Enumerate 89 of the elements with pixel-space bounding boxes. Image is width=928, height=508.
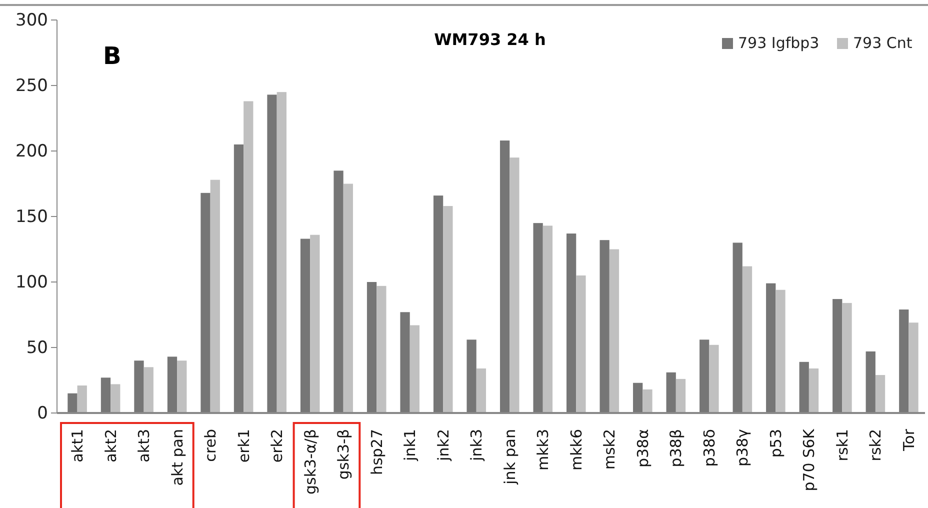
bar	[234, 144, 244, 413]
x-tick-label: jnk pan	[500, 429, 519, 486]
bar	[476, 368, 486, 413]
x-tick-label: akt pan	[168, 429, 186, 486]
x-tick-label: mkk6	[567, 429, 586, 471]
x-tick-label: p38α	[634, 428, 652, 468]
x-tick-label: erk2	[268, 429, 286, 463]
x-tick-label: jnk2	[434, 429, 452, 462]
y-tick-label: 0	[37, 403, 48, 424]
x-tick-label: p53	[766, 429, 785, 458]
bar	[832, 299, 842, 413]
bar	[808, 368, 819, 413]
bar	[276, 92, 286, 413]
bar	[866, 351, 876, 413]
bar	[566, 234, 576, 413]
bar	[700, 340, 710, 413]
x-tick-label: mkk3	[534, 429, 552, 471]
bar	[709, 344, 719, 413]
x-tick-label: Tor	[900, 428, 918, 452]
bar	[642, 389, 652, 413]
bar	[366, 282, 377, 413]
x-tick-label: erk1	[234, 429, 253, 463]
bar	[732, 242, 742, 413]
bar	[875, 375, 886, 413]
x-tick-label: akt1	[68, 429, 87, 462]
bar	[576, 275, 586, 413]
x-tick-label: akt3	[135, 429, 154, 462]
legend-label: 793 Igfbp3	[738, 34, 820, 52]
bar	[110, 384, 120, 413]
bar	[334, 170, 344, 413]
bar	[167, 356, 178, 413]
annotation: B	[103, 42, 122, 70]
bar	[443, 206, 453, 413]
bar	[766, 283, 776, 413]
x-tick-label: p38γ	[734, 428, 752, 466]
bar	[343, 184, 353, 413]
bar	[842, 302, 852, 413]
bar	[908, 322, 918, 413]
bar	[77, 385, 87, 413]
x-tick-label: jnk1	[401, 429, 420, 462]
x-tick-label: jnk3	[468, 429, 486, 462]
bar	[144, 367, 154, 413]
bar	[799, 362, 809, 413]
bar	[134, 360, 144, 413]
y-tick-label: 100	[16, 272, 48, 292]
bar	[666, 372, 676, 413]
bar	[633, 382, 643, 413]
bar	[466, 340, 476, 413]
bar	[533, 223, 543, 413]
x-tick-label: rsk1	[833, 429, 852, 462]
bar	[68, 393, 78, 413]
bar	[244, 101, 254, 413]
legend-label: 793 Cnt	[853, 34, 912, 52]
bar	[177, 360, 187, 413]
bar	[609, 249, 620, 413]
x-tick-label: rsk2	[866, 429, 885, 462]
bar	[542, 226, 553, 413]
text: WM793 24 h	[434, 30, 546, 49]
bar	[676, 378, 686, 413]
bar	[899, 310, 909, 413]
bar	[310, 234, 320, 413]
y-tick-label: 300	[16, 10, 48, 30]
y-tick-label: 50	[26, 338, 48, 358]
bar	[400, 312, 410, 413]
bar	[600, 240, 610, 413]
bar	[376, 286, 386, 413]
y-tick-label: 250	[16, 76, 48, 96]
x-tick-label: msk2	[600, 429, 619, 470]
bar	[100, 378, 111, 413]
x-tick-label: p38β	[667, 429, 686, 468]
bar	[200, 192, 210, 413]
y-tick-label: 200	[16, 141, 48, 162]
bar	[510, 158, 520, 413]
bar	[267, 94, 277, 413]
y-tick-label: 150	[16, 206, 48, 227]
x-tick-label: p38δ	[700, 429, 718, 467]
bar	[433, 196, 444, 413]
x-tick-label: gsk3-α/β	[301, 429, 320, 494]
x-tick-label: hsp27	[368, 429, 386, 475]
x-tick-label: akt2	[102, 429, 120, 462]
bar	[300, 238, 310, 413]
x-tick-label: creb	[202, 429, 220, 462]
bar	[500, 140, 510, 413]
bar	[776, 290, 786, 413]
bar	[210, 180, 220, 413]
bar	[742, 266, 752, 413]
x-tick-label: p70 S6K	[800, 428, 818, 492]
x-tick-label: gsk3-β	[334, 429, 353, 480]
bar	[410, 325, 420, 413]
